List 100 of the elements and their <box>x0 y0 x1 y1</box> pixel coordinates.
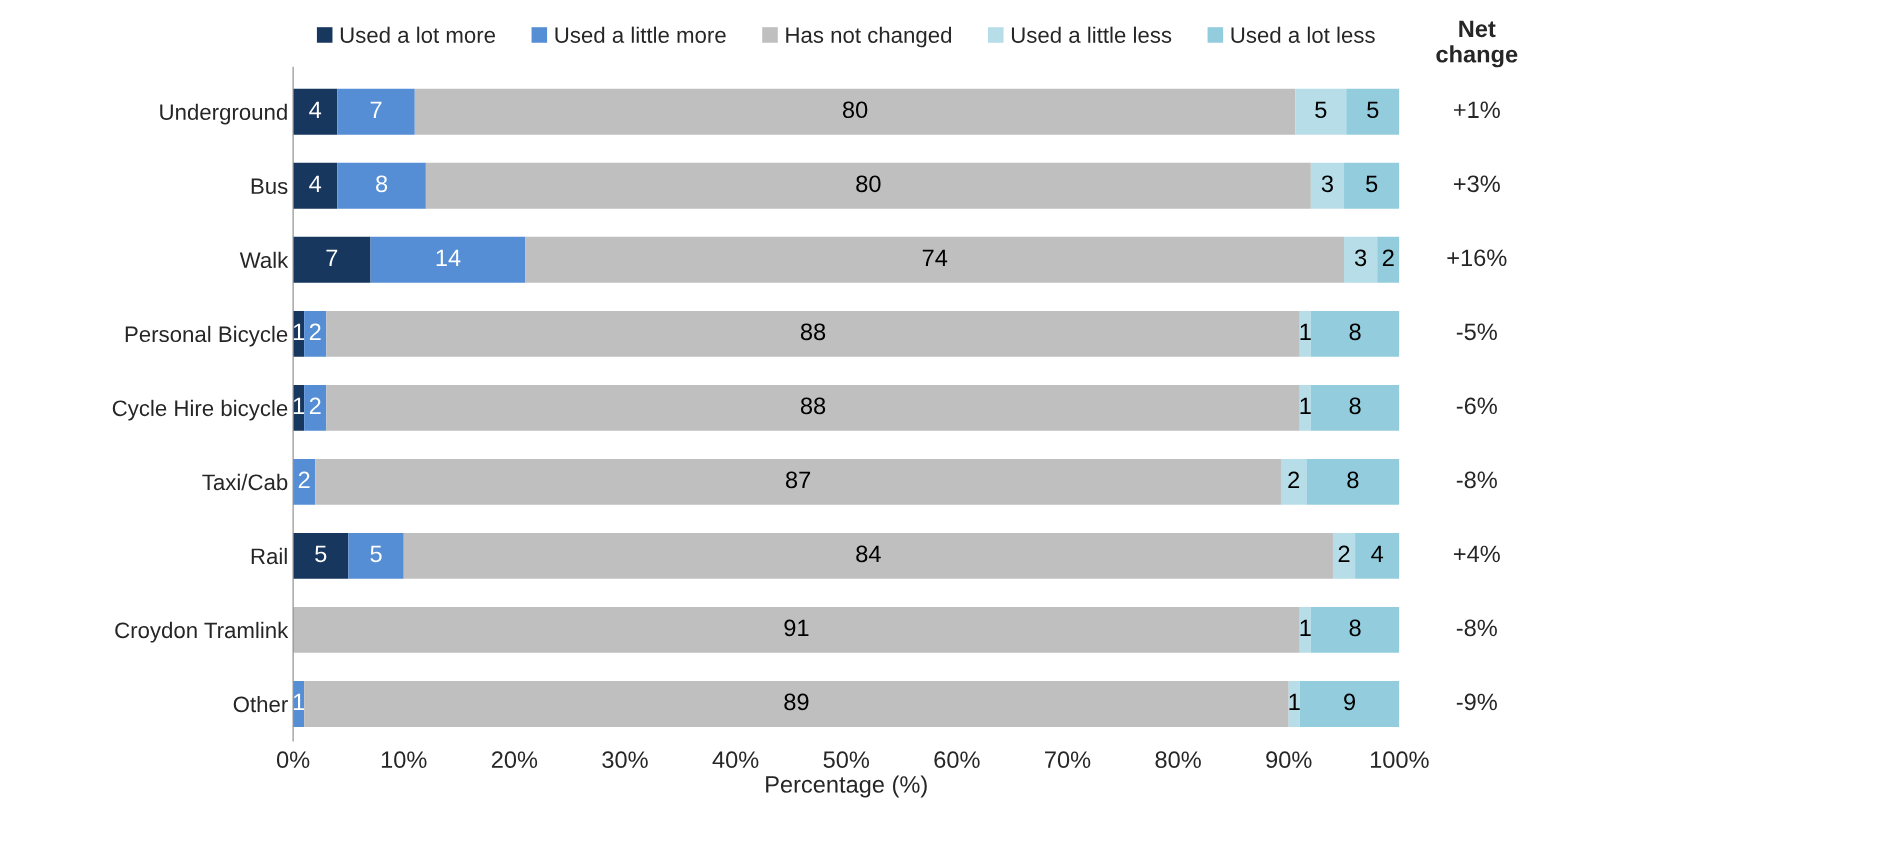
text: +1% <box>1453 101 1500 119</box>
y-tick-label: Personal Bicycle <box>125 325 288 347</box>
y-tick-label: Croydon Tramlink <box>115 621 289 643</box>
data-label: 2 <box>309 323 321 340</box>
bar <box>304 384 327 431</box>
legend-label: Used a little more <box>555 26 726 43</box>
data-label: 1 <box>1289 693 1300 711</box>
y-tick-label: Other <box>233 695 288 713</box>
data-label: 4 <box>309 101 322 118</box>
legend-label: Used a lot less <box>1231 26 1375 43</box>
data-label: 88 <box>800 323 826 341</box>
text: Net change <box>1436 20 1518 68</box>
text: +16% <box>1447 249 1507 267</box>
text: -6% <box>1456 397 1497 415</box>
data-label: 2 <box>1338 545 1350 563</box>
text: -9% <box>1456 693 1497 711</box>
bar <box>337 162 426 209</box>
bar <box>1344 162 1400 209</box>
y-tick-label: Taxi/Cab <box>202 473 288 491</box>
bar <box>1299 681 1400 727</box>
bar <box>315 458 1281 505</box>
data-label: 84 <box>856 545 881 563</box>
bar <box>1310 310 1400 357</box>
bar <box>1344 236 1378 283</box>
text: -5% <box>1456 323 1497 341</box>
data-label: 9 <box>1344 693 1356 711</box>
bar <box>1295 88 1347 135</box>
data-label: 4 <box>309 175 322 192</box>
data-label: 8 <box>1349 323 1361 341</box>
data-label: 1 <box>293 323 305 340</box>
data-label: 2 <box>298 471 310 488</box>
text: -8% <box>1456 471 1497 489</box>
x-tick-label: 90% <box>1266 751 1312 769</box>
y-tick-label: Underground <box>160 103 287 125</box>
y-tick-label: Cycle Hire bicycle <box>112 399 288 421</box>
text: -8% <box>1456 619 1497 637</box>
bar <box>1346 88 1400 135</box>
bar <box>1310 606 1400 653</box>
bar <box>293 532 349 579</box>
legend-label: Has not changed <box>786 26 952 48</box>
data-label: 80 <box>856 175 881 193</box>
data-label: 5 <box>315 545 327 563</box>
bar <box>425 162 1311 209</box>
bar <box>304 681 1289 727</box>
data-label: 3 <box>1354 249 1367 267</box>
bar <box>403 532 1333 579</box>
bar <box>293 606 1300 653</box>
data-label: 1 <box>1300 323 1311 340</box>
bar <box>1332 532 1356 579</box>
data-label: 2 <box>1382 249 1394 266</box>
bar <box>293 88 338 135</box>
data-label: 1 <box>1300 619 1311 637</box>
y-tick-label: Bus <box>251 178 288 195</box>
data-label: 8 <box>1349 397 1361 415</box>
y-tick-label: Walk <box>239 251 289 269</box>
x-tick-label: 0% <box>276 751 310 769</box>
bar <box>326 384 1300 431</box>
data-label: 89 <box>784 693 809 711</box>
bar <box>1280 458 1307 505</box>
x-axis-title: Percentage (%) <box>766 775 927 798</box>
data-label: 74 <box>922 249 948 266</box>
data-label: 7 <box>370 101 382 118</box>
data-label: 5 <box>1315 101 1327 119</box>
data-label: 5 <box>1366 175 1378 193</box>
data-label: 88 <box>800 397 826 415</box>
bar <box>337 88 415 135</box>
data-label: 5 <box>1367 101 1379 119</box>
bar <box>414 88 1296 135</box>
x-tick-label: 30% <box>602 751 648 769</box>
bar <box>370 236 526 283</box>
data-label: 4 <box>1371 545 1384 563</box>
data-label: 2 <box>1288 471 1300 488</box>
data-label: 1 <box>293 397 305 414</box>
y-tick-label: Rail <box>251 547 287 565</box>
data-label: 2 <box>309 397 321 414</box>
bar <box>326 310 1300 357</box>
bar <box>1377 236 1400 283</box>
x-tick-label: 100% <box>1370 751 1429 769</box>
data-label: 8 <box>376 175 388 193</box>
data-label: 91 <box>784 619 809 637</box>
data-label: 8 <box>1349 619 1361 637</box>
legend-label: Used a little less <box>1011 26 1172 43</box>
x-tick-label: 20% <box>491 751 538 769</box>
bar <box>525 236 1345 283</box>
bar <box>1310 384 1400 431</box>
data-label: 87 <box>786 471 811 489</box>
legend-label: Used a lot more <box>340 26 496 43</box>
data-label: 3 <box>1321 175 1333 193</box>
bar <box>348 532 404 579</box>
data-label: 14 <box>436 249 461 266</box>
x-tick-label: 50% <box>823 751 870 769</box>
x-tick-label: 60% <box>934 751 980 769</box>
bar <box>1310 162 1345 209</box>
bar <box>304 310 327 357</box>
data-label: 1 <box>293 693 305 711</box>
data-label: 5 <box>370 545 382 563</box>
text: +4% <box>1453 545 1500 563</box>
data-label: 8 <box>1347 471 1359 489</box>
text: +3% <box>1453 175 1500 193</box>
data-label: 7 <box>326 249 338 266</box>
